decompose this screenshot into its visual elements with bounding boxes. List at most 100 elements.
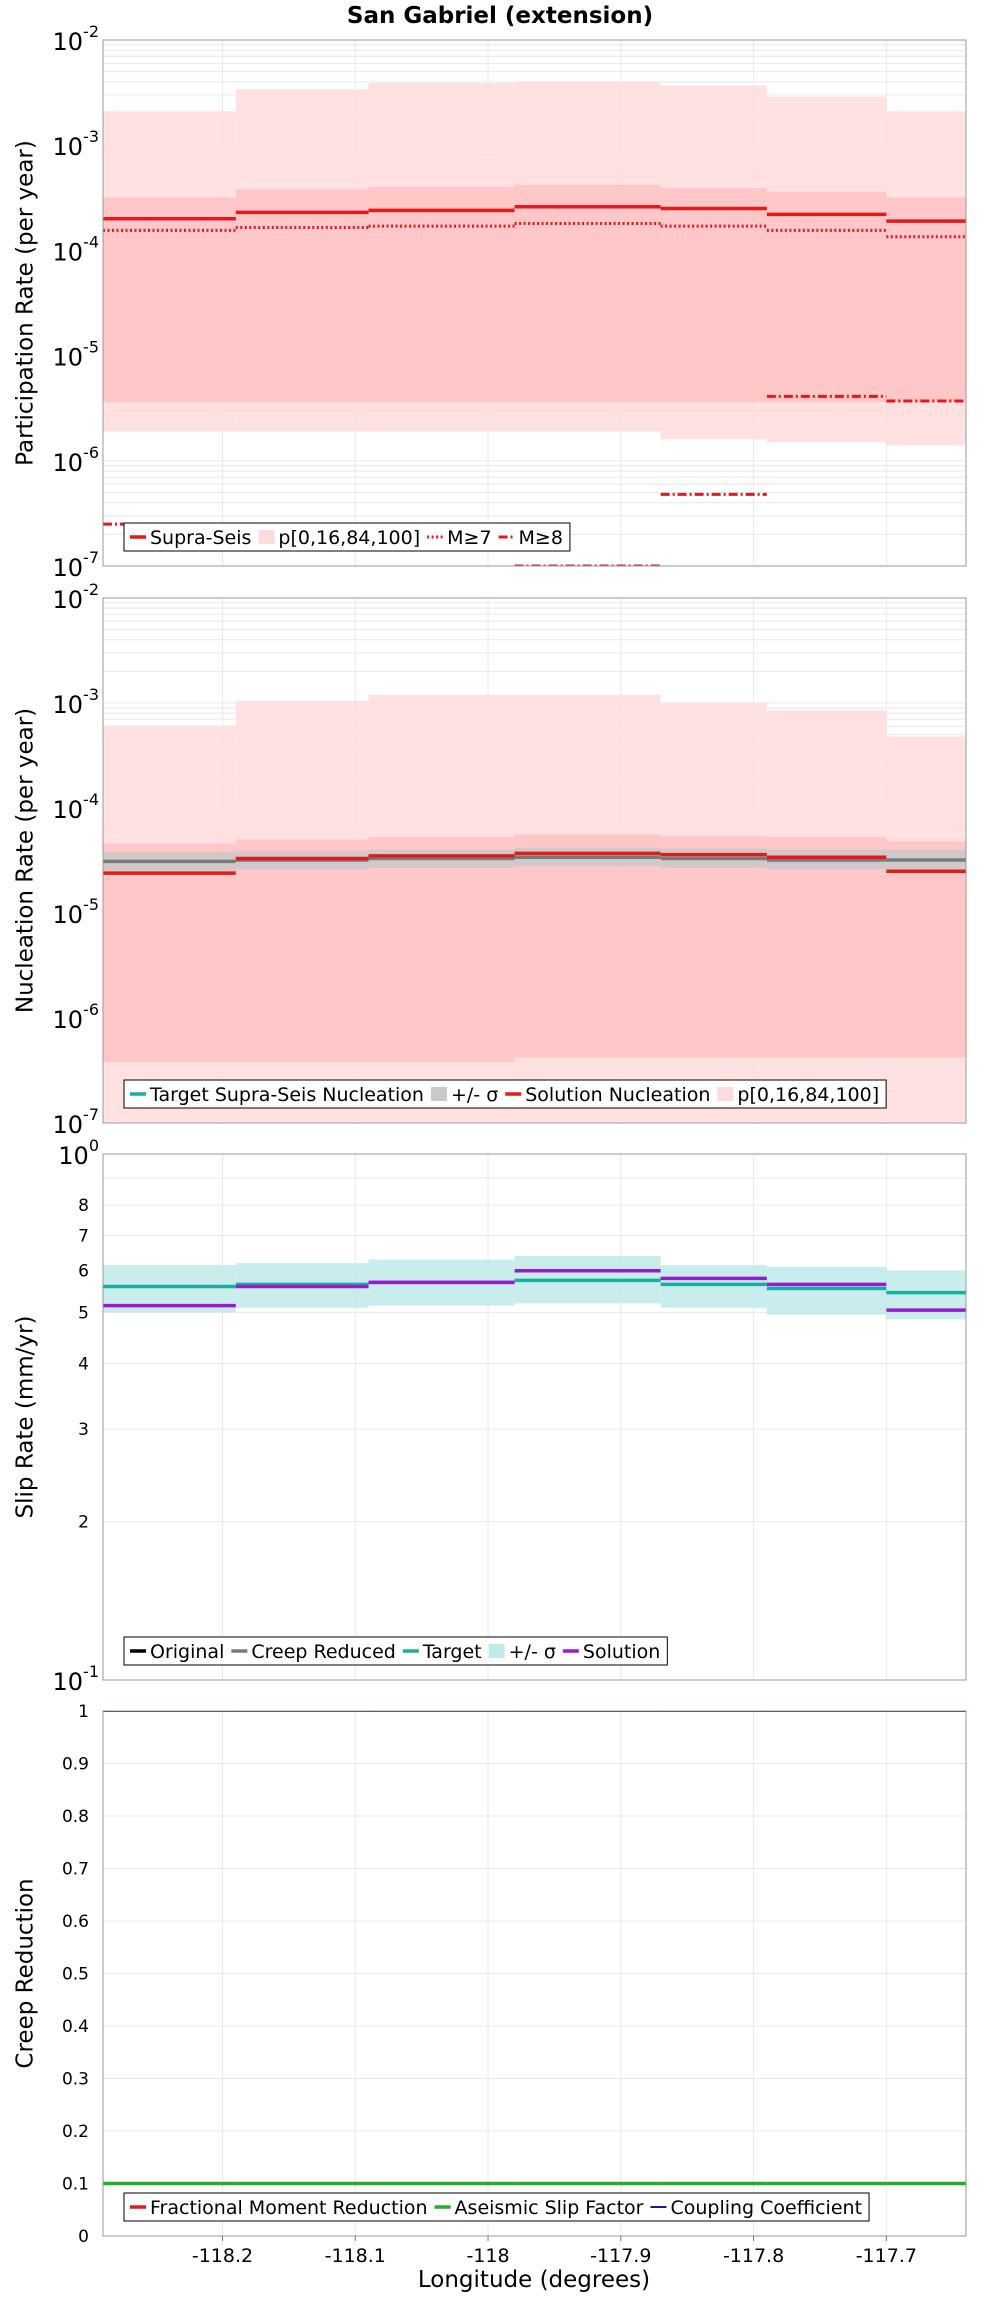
legend-swatch (717, 1087, 734, 1101)
legend-label: Supra-Seis (150, 527, 251, 549)
y-tick-label: 10-3 (53, 127, 100, 161)
slip-band-segment (886, 1270, 966, 1320)
x-axis: -118.2 -118.1 -118 -117.9 -117.8 -117.7 (192, 2236, 917, 2267)
nucleation-legend: Target Supra-Seis Nucleation +/- σ Solutio… (123, 1079, 887, 1109)
nucleation-band-segment (766, 836, 887, 1058)
slip-y-axis-label: Slip Rate (mm/yr) (13, 1316, 39, 1519)
slip-legend: Original Creep Reduced Target +/- σ Solution (123, 1636, 668, 1666)
legend-label: Creep Reduced (251, 1641, 395, 1663)
participation-band-segment (235, 189, 369, 403)
legend-box (123, 522, 571, 552)
slip-grid (103, 1154, 966, 1681)
y-tick-label: 1 (78, 1702, 89, 1722)
legend-label: M≥8 (519, 527, 563, 549)
nucleation-y-axis-label: Nucleation Rate (per year) (13, 708, 39, 1013)
legend-label: Original (150, 1641, 224, 1663)
legend-label: Target (422, 1641, 482, 1663)
y-tick-label: 10-3 (53, 685, 100, 719)
creep-frame (102, 1710, 967, 2237)
legend-label: Target Supra-Seis Nucleation (149, 1084, 424, 1106)
y-tick-label: 0.9 (62, 1755, 89, 1775)
y-tick-label: 5 (78, 1303, 89, 1323)
y-tick-label: 10-4 (53, 232, 100, 266)
nucleation-band-segment (660, 836, 767, 1058)
legend-label: +/- σ (509, 1641, 556, 1663)
legend-label: Aseismic Slip Factor (455, 2197, 644, 2219)
y-tick-label: 10-5 (53, 338, 100, 372)
y-tick-label: 2 (78, 1513, 89, 1533)
x-tick-label: -117.9 (590, 2245, 651, 2267)
participation-y-axis-label: Participation Rate (per year) (13, 140, 39, 466)
y-tick-label: 10-7 (53, 1105, 100, 1139)
nucleation-band-segment (886, 841, 966, 1058)
y-tick-label: 4 (78, 1354, 89, 1374)
y-tick-label: 10-6 (53, 1000, 100, 1034)
slip-plot-area (103, 1255, 966, 1320)
legend-label: p[0,16,84,100] (278, 527, 420, 549)
legend-label: Solution (583, 1641, 660, 1663)
slip-panel: 10-1 2 3 4 5 6 7 8 100 Slip Rate (mm/yr) Original C… (13, 1136, 967, 1696)
slip-band-segment (766, 1266, 887, 1315)
y-tick-label: 7 (78, 1226, 89, 1246)
nucleation-frame (102, 597, 967, 1124)
participation-band-segment (660, 188, 767, 403)
participation-band-segment (514, 184, 661, 403)
y-tick-label: 0.2 (62, 2122, 89, 2142)
figure-title: San Gabriel (extension) (347, 3, 653, 29)
y-tick-label: 0.5 (62, 1965, 89, 1985)
legend-swatch (488, 1644, 505, 1658)
creep-legend: Fractional Moment Reduction Aseismic Slip… (123, 2192, 870, 2222)
x-tick-label: -117.8 (723, 2245, 784, 2267)
creep-plot-area (103, 1711, 966, 2186)
legend-label: p[0,16,84,100] (737, 1084, 879, 1106)
y-tick-label: 0.1 (62, 2175, 89, 2195)
y-tick-label: 10-2 (53, 580, 100, 614)
legend-box (123, 1079, 887, 1109)
participation-band-segment (886, 197, 966, 403)
participation-band-segment (766, 191, 887, 403)
participation-legend: Supra-Seis p[0,16,84,100] M≥7 M≥8 (123, 522, 571, 552)
nucleation-band-segment (514, 834, 661, 1058)
legend-swatch (430, 1087, 447, 1101)
x-tick-label: -117.7 (856, 2245, 917, 2267)
y-tick-label: 0.4 (62, 2017, 89, 2037)
y-tick-label: 3 (78, 1420, 89, 1440)
y-tick-label: 100 (58, 1136, 99, 1170)
y-tick-label: 0.8 (62, 1807, 89, 1827)
legend-label: Coupling Coefficient (670, 2197, 862, 2219)
participation-frame (102, 39, 967, 567)
y-tick-label: 0.6 (62, 1912, 89, 1932)
panels: 10-7 10-6 10-5 10-4 10-3 10-2 Participation Ra… (13, 22, 967, 2247)
y-tick-label: 10-1 (53, 1662, 100, 1696)
y-tick-label: 6 (78, 1262, 89, 1282)
nucleation-band-segment (368, 836, 515, 1063)
y-tick-label: 0.3 (62, 2070, 89, 2090)
nucleation-band-segment (103, 843, 236, 1063)
y-tick-label: 0 (78, 2227, 89, 2247)
y-tick-label: 8 (78, 1196, 89, 1216)
legend-label: Fractional Moment Reduction (150, 2197, 428, 2219)
y-tick-label: 10-5 (53, 895, 100, 929)
legend-label: M≥7 (447, 527, 491, 549)
participation-plot-area (103, 81, 966, 566)
nucleation-panel: 10-7 10-6 10-5 10-4 10-3 10-2 Nucleation Rate … (13, 580, 967, 1139)
slip-frame (102, 1153, 967, 1681)
participation-band-segment (103, 197, 236, 403)
nucleation-band-segment (235, 839, 369, 1063)
x-tick-label: -118 (466, 2245, 509, 2267)
slip-band-segment (660, 1265, 767, 1308)
y-tick-label: 0.7 (62, 1860, 89, 1880)
participation-band-segment (368, 187, 515, 403)
x-tick-label: -118.2 (192, 2245, 253, 2267)
y-tick-label: 10-7 (53, 548, 100, 582)
nucleation-plot-area (103, 694, 966, 1123)
y-tick-label: 10-4 (53, 790, 100, 824)
creep-grid (103, 1710, 966, 2237)
creep-y-axis-label: Creep Reduction (13, 1878, 39, 2068)
x-axis-label: Longitude (degrees) (418, 2267, 650, 2293)
legend-box (123, 2192, 870, 2222)
legend-label: Solution Nucleation (525, 1084, 710, 1106)
x-tick-label: -118.1 (325, 2245, 386, 2267)
legend-swatch (258, 530, 275, 544)
